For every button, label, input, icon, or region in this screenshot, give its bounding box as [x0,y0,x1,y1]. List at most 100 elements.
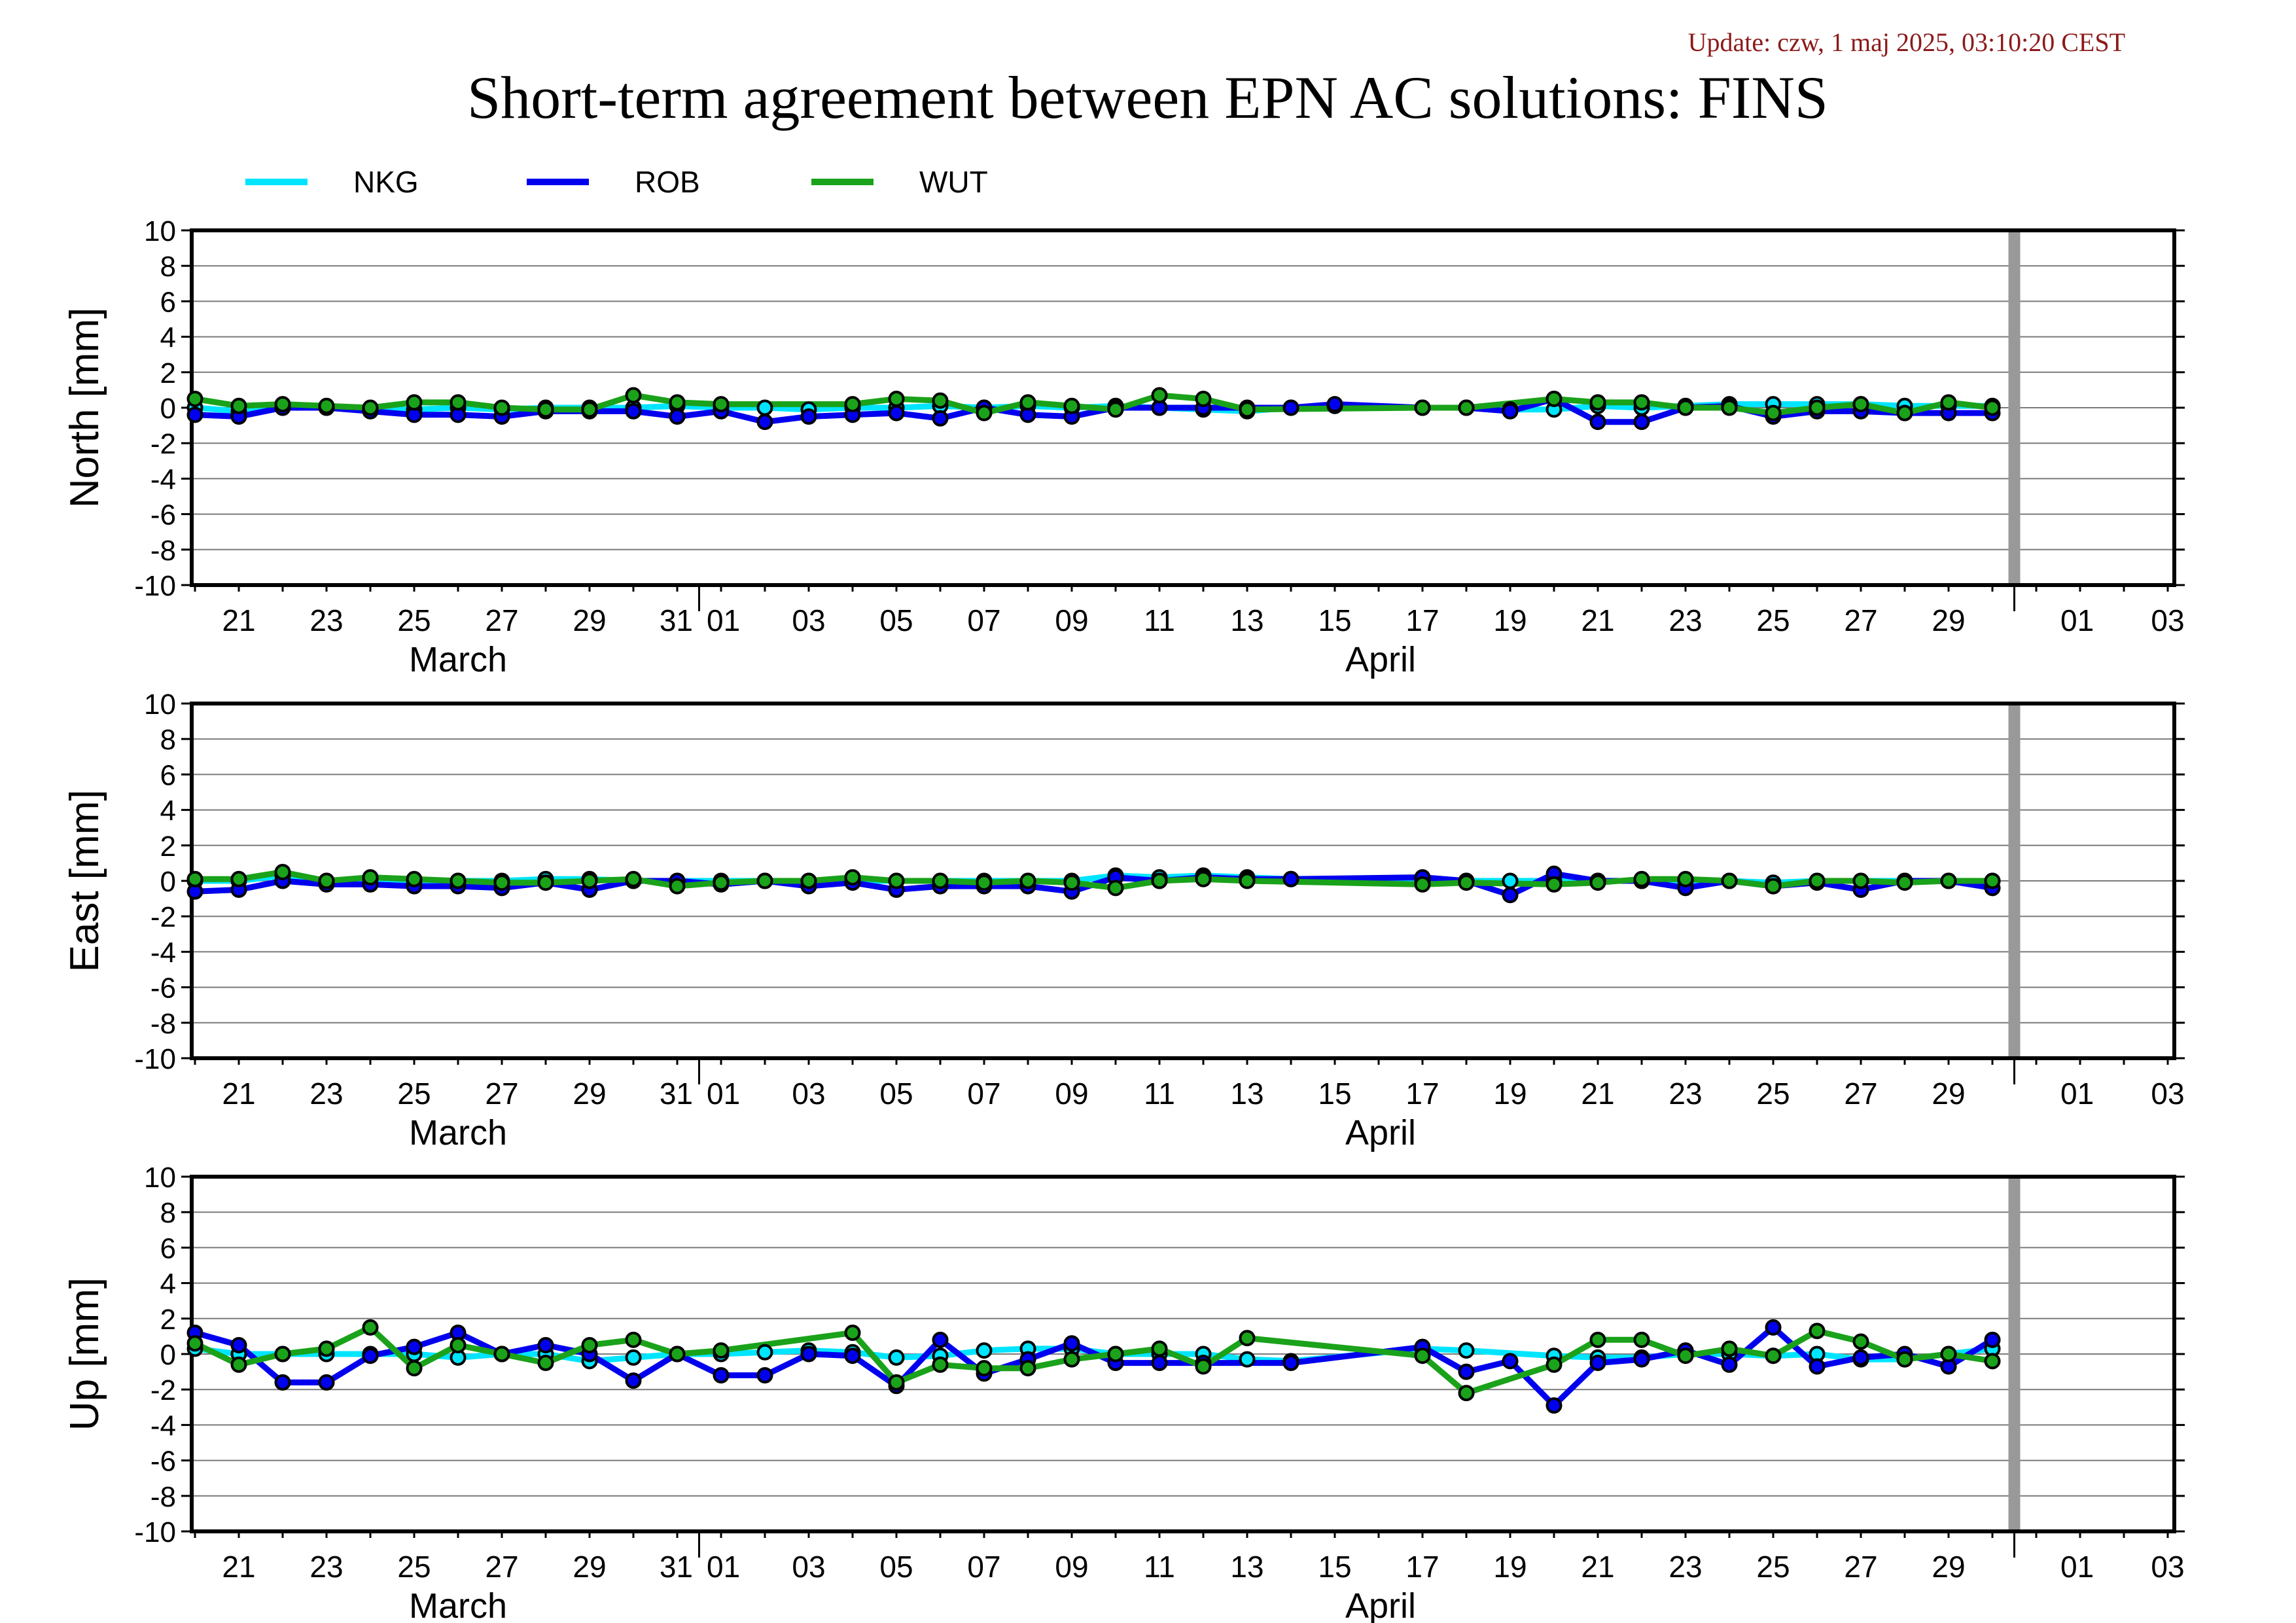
data-point-wut [1107,880,1124,897]
data-point-rob [1502,1353,1519,1370]
xtick-label: 01 [2060,603,2094,637]
data-point-rob [1063,1335,1080,1352]
data-point-rob [1721,1356,1738,1373]
data-point-wut [318,1340,335,1357]
data-point-wut [1677,1347,1694,1364]
data-point-wut [493,399,510,416]
data-point-wut [976,874,993,891]
data-point-wut [1765,878,1782,895]
ytick-label: 6 [160,1232,176,1264]
data-point-wut [450,1336,467,1353]
data-point-wut [1809,1323,1826,1340]
xtick-label: 23 [1669,1550,1702,1584]
data-point-wut [1633,870,1650,887]
ytick-label: -2 [150,428,176,460]
xtick-label: 01 [2060,1550,2094,1584]
data-point-rob [800,1346,817,1363]
data-point-wut [581,401,598,418]
data-point-wut [186,390,203,407]
data-point-wut [1545,876,1563,893]
xtick-label: 23 [1669,603,1702,637]
xtick-label: 19 [1493,1077,1527,1111]
ytick-label: 0 [160,866,176,898]
data-point-wut [1984,399,2001,416]
xtick-label: 01 [707,1550,740,1584]
data-point-wut [625,387,642,404]
xtick-label: 25 [1756,603,1790,637]
data-point-wut [1019,1360,1036,1377]
data-point-wut [1589,394,1606,411]
data-point-wut [1545,1356,1563,1373]
data-point-rob [318,1374,335,1391]
data-point-rob [756,414,773,431]
update-timestamp: Update: czw, 1 maj 2025, 03:10:20 CEST [1688,27,2125,57]
data-point-rob [1765,1319,1782,1336]
xtick-label: 01 [707,1077,740,1111]
ytick-label: 4 [160,795,176,827]
xtick-label: 25 [1756,1077,1790,1111]
data-point-wut [1414,1347,1431,1364]
y-axis-label: Up [mm] [62,1277,107,1431]
xtick-label: 13 [1230,603,1263,637]
ytick-label: -4 [150,463,176,495]
month-label-april: April [1345,1586,1416,1623]
xtick-label: 29 [573,1550,606,1584]
data-point-wut [1940,394,1957,411]
data-point-wut [888,390,905,407]
data-point-rob [844,1347,861,1364]
xtick-label: 03 [792,603,825,637]
xtick-label: 25 [397,1550,431,1584]
data-point-nkg [1239,1351,1256,1368]
data-point-wut [669,1346,686,1363]
data-point-wut [1589,874,1606,891]
data-point-rob [669,408,686,425]
data-point-wut [537,874,554,891]
data-point-wut [844,869,861,886]
xtick-label: 21 [222,1550,255,1584]
data-point-wut [450,872,467,889]
data-point-wut [1896,1351,1913,1368]
data-point-wut [406,394,423,411]
data-point-rob [1633,1351,1650,1368]
data-point-wut [1019,872,1036,889]
data-point-wut [1721,399,1738,416]
data-point-rob [932,410,949,427]
xtick-label: 21 [1581,603,1614,637]
xtick-label: 21 [1581,1550,1614,1584]
xtick-label: 17 [1405,1550,1439,1584]
gap-marker [2008,230,2021,585]
data-point-rob [1589,414,1606,431]
xtick-label: 03 [792,1550,825,1584]
xtick-label: 27 [1844,603,1877,637]
ytick-label: -2 [150,901,176,933]
legend-label-wut: WUT [919,165,988,199]
xtick-label: 23 [309,1550,343,1584]
xtick-label: 25 [397,1077,431,1111]
data-point-wut [1063,1351,1080,1368]
ytick-label: 10 [144,1162,176,1194]
xtick-label: 03 [2151,1077,2184,1111]
xtick-label: 21 [222,1077,255,1111]
xtick-label: 19 [1493,603,1527,637]
month-label-april: April [1345,640,1416,679]
data-point-rob [1282,870,1299,887]
data-point-wut [1896,404,1913,421]
data-point-wut [362,1319,379,1336]
y-axis-label: North [mm] [62,308,107,508]
data-point-wut [1852,1333,1869,1350]
data-point-wut [1151,872,1168,889]
data-point-rob [1282,1355,1299,1372]
data-point-wut [932,1356,949,1373]
data-point-wut [1721,1340,1738,1357]
ytick-label: 8 [160,1197,176,1229]
xtick-label: 05 [879,1550,913,1584]
data-point-rob [1852,1349,1869,1366]
xtick-label: 19 [1493,1550,1527,1584]
xtick-label: 21 [1581,1077,1614,1111]
data-point-rob [1589,1355,1606,1372]
xtick-label: 13 [1230,1550,1263,1584]
ytick-label: 6 [160,286,176,318]
ytick-label: -10 [134,1043,176,1075]
data-point-rob [888,404,905,421]
